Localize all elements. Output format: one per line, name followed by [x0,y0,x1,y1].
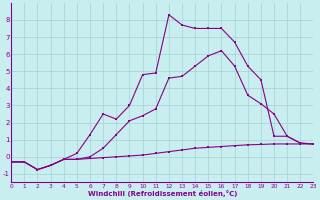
X-axis label: Windchill (Refroidissement éolien,°C): Windchill (Refroidissement éolien,°C) [88,190,237,197]
